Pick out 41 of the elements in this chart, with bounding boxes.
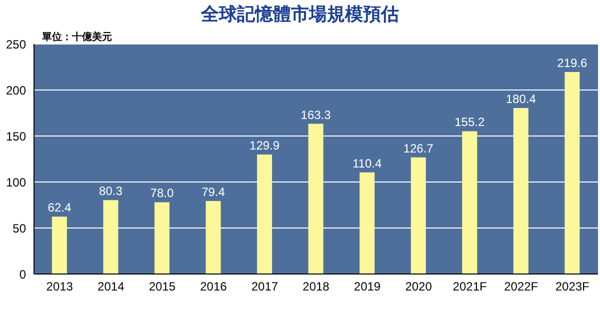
x-tick-label: 2016: [200, 280, 228, 294]
chart-title: 全球記憶體市場規模預估: [200, 3, 400, 26]
chart-subtitle: 單位：十億美元: [42, 30, 112, 44]
bar: [103, 200, 118, 274]
y-tick-label: 50: [12, 221, 26, 236]
y-tick-label: 0: [19, 267, 26, 282]
y-tick-label: 200: [6, 83, 26, 98]
bar: [154, 202, 170, 274]
data-label: 62.4: [48, 200, 72, 215]
x-tick-label: 2023F: [555, 280, 590, 294]
y-tick-label: 150: [6, 129, 26, 144]
y-tick-label: 250: [6, 37, 26, 52]
bar: [308, 124, 324, 274]
x-tick-label: 2014: [98, 280, 125, 294]
data-label: 129.9: [250, 138, 280, 152]
x-tick-label: 2013: [46, 280, 74, 294]
data-label: 110.4: [352, 156, 382, 170]
x-tick-label: 2020: [405, 280, 432, 294]
bar: [360, 172, 375, 274]
data-label: 180.4: [506, 92, 536, 106]
bar: [206, 200, 221, 274]
bar: [564, 72, 580, 274]
x-tick-label: 2015: [148, 280, 176, 294]
bar: [52, 216, 67, 274]
data-label: 219.6: [557, 56, 588, 70]
data-label: 163.3: [300, 108, 332, 122]
bar: [257, 154, 272, 274]
x-tick-label: 2017: [251, 280, 278, 294]
data-label: 126.7: [403, 141, 434, 156]
data-label: 79.4: [202, 184, 226, 199]
data-label: 155.2: [454, 115, 485, 130]
x-tick-label: 2018: [302, 280, 330, 294]
y-tick-label: 100: [6, 175, 26, 190]
x-tick-label: 2021F: [452, 280, 487, 294]
data-label: 78.0: [150, 186, 174, 200]
bar: [410, 157, 426, 274]
bar: [513, 108, 528, 274]
x-tick-label: 2019: [354, 280, 381, 294]
bar: [462, 131, 478, 274]
data-label: 80.3: [99, 184, 123, 198]
x-tick-label: 2022F: [504, 280, 538, 294]
